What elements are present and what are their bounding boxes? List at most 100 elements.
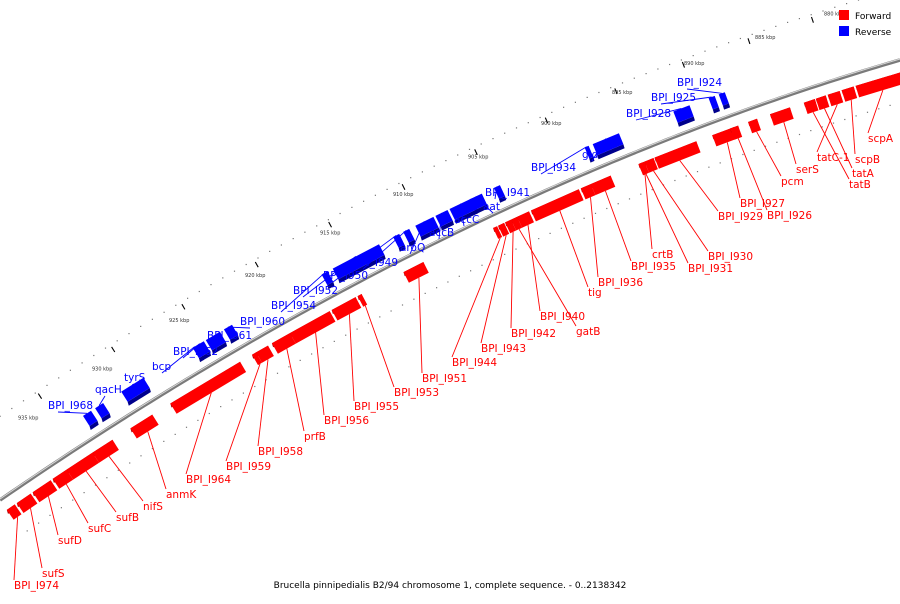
gene-block bbox=[584, 145, 594, 159]
leader-line bbox=[438, 212, 442, 240]
gene-block-shade bbox=[338, 254, 386, 284]
gene-block-shade bbox=[498, 196, 507, 203]
gene-BPI_I930[interactable] bbox=[644, 158, 658, 173]
gene-block bbox=[592, 133, 624, 156]
gene-sufB[interactable] bbox=[66, 452, 100, 480]
leader-line bbox=[653, 170, 709, 252]
leader-line bbox=[816, 104, 838, 153]
gene-block bbox=[332, 244, 385, 280]
gene-BPI_I943[interactable] bbox=[498, 222, 510, 237]
leader-line bbox=[315, 332, 325, 416]
gene-BPI_I925[interactable] bbox=[708, 95, 720, 114]
gene-BPI_I929[interactable] bbox=[654, 141, 701, 169]
gene-anmK[interactable] bbox=[130, 414, 159, 439]
leader-line bbox=[302, 255, 357, 298]
gene-label-tyrS: tyrS bbox=[124, 372, 146, 384]
gene-BPI_I928[interactable] bbox=[673, 105, 695, 127]
gene-block bbox=[121, 377, 150, 402]
gene-BPI_I940[interactable] bbox=[517, 211, 534, 228]
gene-BPI_I955[interactable] bbox=[331, 297, 362, 321]
leader-line bbox=[737, 138, 768, 211]
gene-BPI_I958[interactable] bbox=[256, 345, 274, 363]
leader-line bbox=[540, 146, 587, 175]
gene-BPI_I949[interactable] bbox=[403, 228, 416, 247]
gene-BPI_I951[interactable] bbox=[403, 262, 429, 283]
gene-block bbox=[770, 107, 794, 126]
gene-BPI_I936[interactable] bbox=[580, 184, 596, 200]
gene-label-BPI_I934: BPI_I934 bbox=[531, 162, 576, 174]
gene-block bbox=[855, 72, 900, 98]
leader-line bbox=[644, 174, 653, 250]
gene-block bbox=[52, 469, 74, 489]
gene-qacH[interactable] bbox=[95, 403, 111, 423]
gene-block bbox=[6, 504, 22, 520]
gene-BPI_I950[interactable] bbox=[393, 233, 406, 252]
gene-block bbox=[511, 216, 523, 231]
gene-label-aroQ: aroQ bbox=[400, 242, 425, 254]
gene-accC[interactable] bbox=[449, 198, 479, 224]
leader-line bbox=[590, 197, 599, 278]
gene-BPI_I959[interactable] bbox=[252, 352, 262, 366]
leader-line bbox=[348, 314, 355, 402]
gene-tyrS[interactable] bbox=[121, 377, 151, 406]
leader-line bbox=[132, 383, 135, 386]
gene-label-BPI_I959: BPI_I959 bbox=[226, 461, 271, 473]
leader-line bbox=[362, 230, 407, 270]
gene-scpA[interactable] bbox=[855, 72, 900, 98]
gene-tatB[interactable] bbox=[803, 99, 819, 114]
leader-line bbox=[108, 456, 144, 502]
gene-tatC-1[interactable] bbox=[827, 91, 844, 107]
gene-BPI_I953[interactable] bbox=[357, 294, 368, 307]
tick-mark bbox=[328, 221, 332, 228]
leader-line bbox=[480, 235, 507, 344]
gene-BPI_I924[interactable] bbox=[718, 92, 731, 110]
gene-crtB[interactable] bbox=[638, 162, 648, 176]
gene-BPI_I952[interactable] bbox=[332, 244, 386, 284]
gene-accB[interactable] bbox=[435, 210, 454, 231]
gene-BPI_I962[interactable] bbox=[195, 341, 212, 361]
gene-label-serS: serS bbox=[796, 164, 819, 176]
gene-BPI_I964[interactable] bbox=[170, 361, 247, 414]
gene-label-BPI_I962: BPI_I962 bbox=[173, 346, 218, 358]
leader-line bbox=[30, 508, 43, 569]
gene-nifS[interactable] bbox=[92, 439, 119, 463]
gene-sufC[interactable] bbox=[52, 469, 74, 489]
gene-block bbox=[718, 92, 729, 106]
gene-label-sufS: sufS bbox=[42, 568, 65, 580]
gene-sufD[interactable] bbox=[32, 480, 58, 503]
gene-BPI_I944[interactable] bbox=[493, 226, 503, 239]
gene-BPI_I960[interactable] bbox=[223, 324, 240, 344]
gene-pcm[interactable] bbox=[748, 118, 761, 134]
gene-BPI_I956[interactable] bbox=[289, 311, 336, 344]
tick-mark bbox=[810, 16, 814, 23]
gene-label-BPI_I942: BPI_I942 bbox=[511, 328, 556, 340]
gene-sufS[interactable] bbox=[16, 493, 38, 513]
gene-BPI_I942[interactable] bbox=[505, 219, 517, 234]
gene-serS[interactable] bbox=[770, 107, 794, 126]
gene-gid[interactable] bbox=[592, 133, 625, 160]
legend: Forward Reverse bbox=[839, 10, 892, 38]
gene-block bbox=[505, 219, 517, 234]
gene-gatB[interactable] bbox=[511, 216, 523, 231]
gene-block bbox=[748, 118, 761, 134]
gene-block bbox=[449, 198, 477, 220]
gene-block bbox=[498, 222, 510, 237]
gene-BPI_I968[interactable] bbox=[83, 410, 99, 430]
gene-aroQ[interactable] bbox=[415, 216, 440, 241]
gene-BPI_I974[interactable] bbox=[6, 504, 22, 520]
gene-BPI_I935[interactable] bbox=[590, 175, 616, 196]
gene-block bbox=[289, 311, 336, 344]
tick-label: 930 kbp bbox=[92, 367, 112, 373]
gene-BPI_I926[interactable] bbox=[730, 125, 743, 140]
gene-prfB[interactable] bbox=[271, 333, 296, 354]
gene-scpB[interactable] bbox=[841, 86, 858, 102]
gene-tig[interactable] bbox=[531, 189, 584, 222]
gene-bcp[interactable] bbox=[192, 345, 205, 363]
gene-block bbox=[195, 341, 210, 357]
leader-line bbox=[559, 210, 589, 288]
gene-block-shade bbox=[101, 413, 111, 423]
leader-line bbox=[286, 348, 305, 432]
gene-tatA[interactable] bbox=[815, 95, 830, 111]
